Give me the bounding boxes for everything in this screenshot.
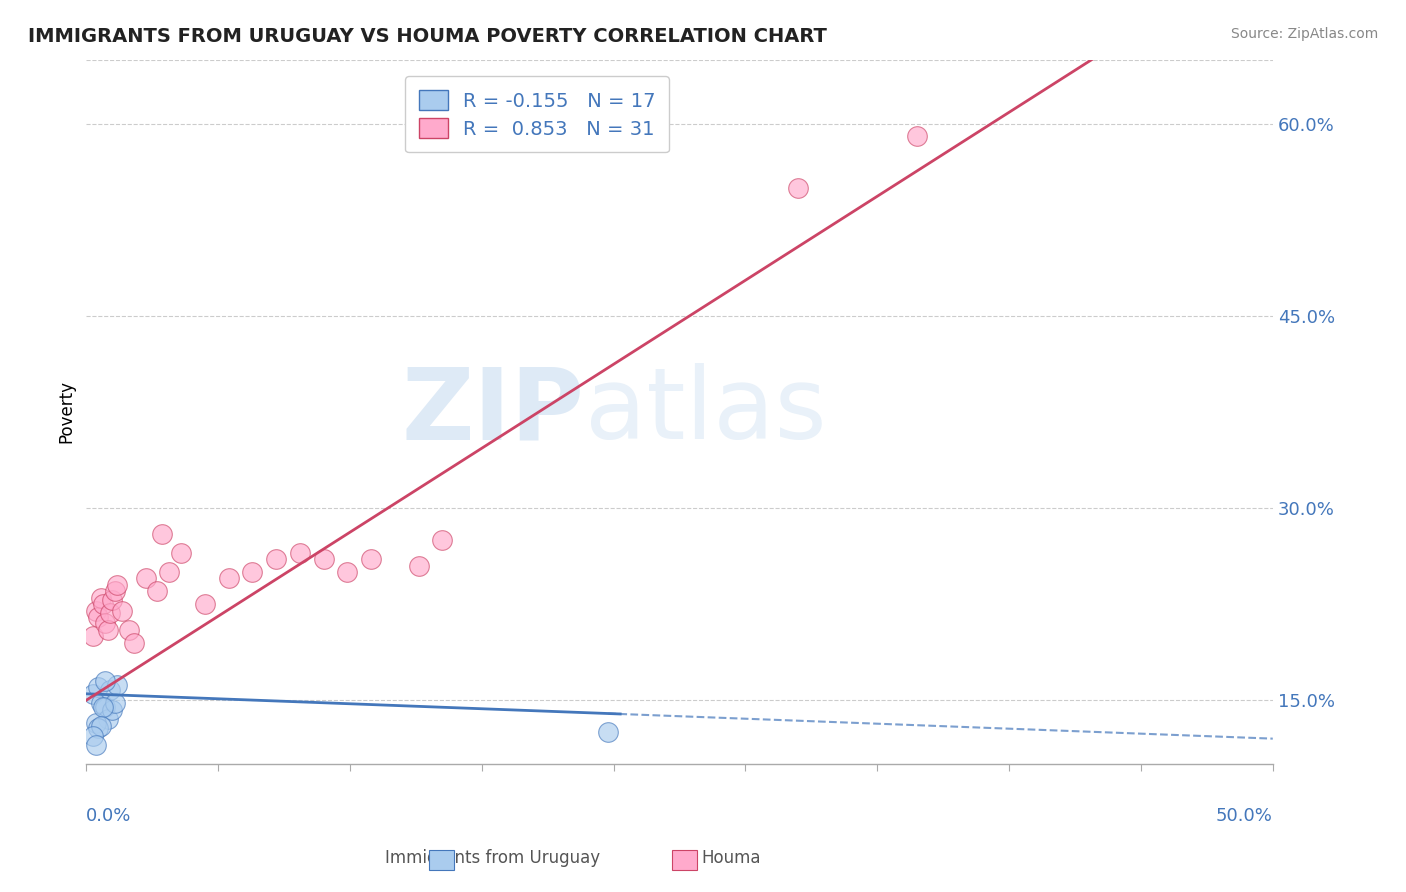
Point — [170, 546, 193, 560]
Text: IMMIGRANTS FROM URUGUAY VS HOUMA POVERTY CORRELATION CHART: IMMIGRANTS FROM URUGUAY VS HOUMA POVERTY… — [28, 27, 827, 45]
Point — [122, 635, 145, 649]
Point — [105, 578, 128, 592]
Point — [97, 713, 120, 727]
Point — [91, 597, 114, 611]
Point — [598, 725, 620, 739]
Point — [118, 623, 141, 637]
Point — [91, 699, 114, 714]
Point — [105, 678, 128, 692]
Point — [84, 738, 107, 752]
Point — [288, 546, 311, 560]
Point — [101, 593, 124, 607]
Point — [98, 682, 121, 697]
Text: 50.0%: 50.0% — [1216, 806, 1272, 824]
Point — [194, 597, 217, 611]
Point — [218, 572, 240, 586]
Point — [89, 696, 111, 710]
Point — [111, 603, 134, 617]
Legend: R = -0.155   N = 17, R =  0.853   N = 31: R = -0.155 N = 17, R = 0.853 N = 31 — [405, 77, 669, 153]
Point — [146, 584, 169, 599]
Point — [312, 552, 335, 566]
Point — [94, 699, 117, 714]
Text: Immigrants from Uruguay: Immigrants from Uruguay — [384, 849, 600, 867]
Point — [98, 606, 121, 620]
Point — [97, 623, 120, 637]
Point — [87, 681, 110, 695]
Point — [264, 552, 287, 566]
Text: Source: ZipAtlas.com: Source: ZipAtlas.com — [1230, 27, 1378, 41]
Point — [408, 558, 430, 573]
Y-axis label: Poverty: Poverty — [58, 380, 75, 443]
Point — [905, 129, 928, 144]
Point — [432, 533, 454, 547]
Text: atlas: atlas — [585, 363, 827, 460]
Point — [94, 616, 117, 631]
Point — [94, 673, 117, 688]
Point — [104, 584, 127, 599]
Point — [242, 565, 264, 579]
Point — [89, 719, 111, 733]
Point — [104, 696, 127, 710]
Text: Houma: Houma — [702, 849, 761, 867]
Point — [336, 565, 359, 579]
Point — [87, 722, 110, 736]
Point — [157, 565, 180, 579]
Point — [87, 610, 110, 624]
Text: ZIP: ZIP — [402, 363, 585, 460]
Text: 0.0%: 0.0% — [86, 806, 132, 824]
Point — [82, 729, 104, 743]
Point — [82, 687, 104, 701]
Point — [101, 703, 124, 717]
Point — [150, 526, 173, 541]
Point — [360, 552, 382, 566]
Point — [84, 716, 107, 731]
Point — [135, 572, 157, 586]
Point — [89, 591, 111, 605]
Point — [84, 603, 107, 617]
Point — [787, 180, 810, 194]
Point — [82, 629, 104, 643]
